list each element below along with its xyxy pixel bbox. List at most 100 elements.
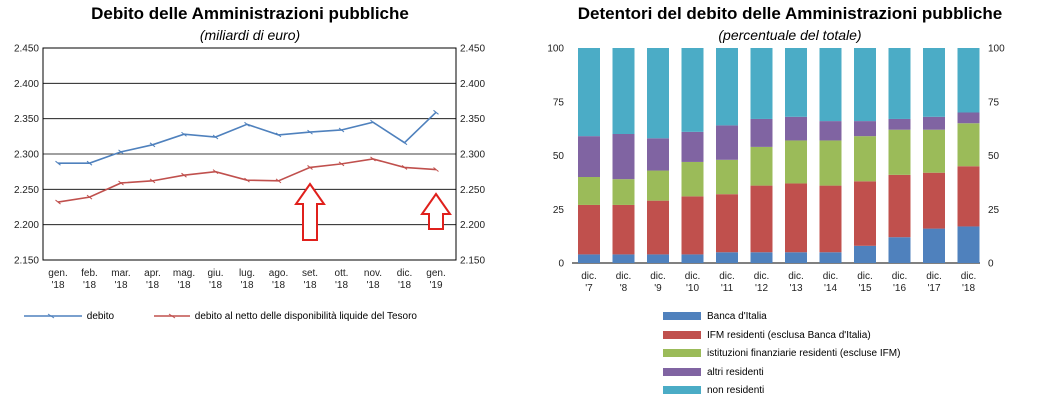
data-point bbox=[212, 169, 219, 175]
legend-swatch bbox=[663, 330, 701, 339]
bar-segment bbox=[578, 177, 600, 205]
data-point bbox=[55, 199, 61, 205]
bar-segment bbox=[854, 181, 876, 246]
bar-segment bbox=[612, 179, 635, 205]
x-tick-label: '18 bbox=[83, 280, 96, 291]
data-point bbox=[181, 172, 187, 178]
data-point bbox=[307, 129, 313, 135]
bar-segment bbox=[819, 121, 842, 141]
x-tick-label: mag. bbox=[173, 268, 195, 279]
bar-segment bbox=[578, 48, 600, 137]
y-tick-label-right: 75 bbox=[988, 97, 1000, 108]
bar-segment bbox=[681, 131, 704, 162]
x-tick-label: dic. bbox=[754, 271, 770, 282]
x-tick-label: '16 bbox=[893, 283, 906, 294]
x-tick-label: '18 bbox=[303, 280, 316, 291]
bar-segment bbox=[957, 123, 980, 167]
y-tick-label-right: 0 bbox=[988, 259, 994, 270]
y-tick-label-left: 0 bbox=[558, 259, 564, 270]
x-tick-label: mar. bbox=[111, 268, 130, 279]
x-tick-label: dic. bbox=[397, 268, 413, 279]
data-point bbox=[370, 156, 376, 162]
left-chart-subtitle: (miliardi di euro) bbox=[199, 27, 301, 43]
bar-segment bbox=[888, 48, 911, 119]
x-tick-label: '18 bbox=[398, 280, 411, 291]
data-point bbox=[86, 194, 93, 200]
data-point bbox=[244, 121, 250, 127]
y-tick-label-left: 2.450 bbox=[14, 44, 39, 55]
bar-segment bbox=[578, 204, 600, 255]
x-tick-label: dic. bbox=[719, 271, 735, 282]
bar-segment bbox=[612, 48, 635, 134]
x-tick-label: dic. bbox=[685, 271, 701, 282]
y-tick-label-right: 2.350 bbox=[460, 114, 485, 125]
legend-label-debito: debito bbox=[86, 311, 115, 322]
y-tick-label-left: 2.250 bbox=[14, 185, 39, 196]
data-point bbox=[149, 178, 156, 184]
data-point bbox=[275, 178, 282, 184]
bar-segment bbox=[681, 196, 704, 255]
x-tick-label: '17 bbox=[927, 283, 940, 294]
legend-item: non residenti bbox=[663, 382, 900, 401]
x-tick-label: '19 bbox=[429, 280, 442, 291]
data-point bbox=[275, 132, 282, 138]
bar-segment bbox=[819, 48, 842, 122]
data-point bbox=[370, 119, 376, 125]
bar-segment bbox=[819, 185, 842, 253]
x-tick-label: '18 bbox=[51, 280, 64, 291]
data-point bbox=[401, 140, 408, 146]
data-point bbox=[118, 180, 124, 186]
x-tick-label: '10 bbox=[686, 283, 699, 294]
data-point bbox=[149, 142, 156, 148]
y-tick-label-left: 2.300 bbox=[14, 150, 39, 161]
bar-segment bbox=[681, 161, 704, 197]
x-tick-label: gen. bbox=[426, 268, 445, 279]
bar-segment bbox=[647, 254, 669, 263]
legend-label: IFM residenti (esclusa Banca d'Italia) bbox=[707, 329, 871, 341]
legend-item: IFM residenti (esclusa Banca d'Italia) bbox=[663, 327, 900, 346]
data-point bbox=[433, 167, 439, 172]
data-point bbox=[433, 109, 439, 115]
y-tick-label-right: 2.250 bbox=[460, 185, 485, 196]
legend-item: istituzioni finanziarie residenti (esclu… bbox=[663, 345, 900, 364]
y-tick-label-left: 2.200 bbox=[14, 220, 39, 231]
bar-segment bbox=[957, 166, 980, 227]
y-tick-label-right: 2.400 bbox=[460, 79, 485, 90]
x-tick-label: apr. bbox=[144, 268, 161, 279]
x-tick-label: '18 bbox=[146, 280, 159, 291]
y-tick-label-left: 25 bbox=[553, 205, 565, 216]
x-tick-label: '18 bbox=[209, 280, 222, 291]
right-chart-title: Detentori del debito delle Amministrazio… bbox=[577, 4, 1003, 23]
bar-segment bbox=[750, 146, 773, 186]
y-tick-label-right: 2.450 bbox=[460, 44, 485, 55]
bar-segment bbox=[923, 116, 945, 130]
x-tick-label: '13 bbox=[789, 283, 802, 294]
legend-item-debito-netto: debito al netto delle disponibilità liqu… bbox=[152, 311, 417, 322]
bar-segment bbox=[716, 252, 738, 263]
bar-segment bbox=[785, 116, 807, 141]
x-tick-label: '18 bbox=[272, 280, 285, 291]
bar-segment bbox=[716, 48, 738, 126]
x-tick-label: dic. bbox=[823, 271, 839, 282]
bar-segment bbox=[888, 118, 911, 130]
x-tick-label: dic. bbox=[616, 271, 632, 282]
bar-segment bbox=[716, 125, 738, 160]
bar-segment bbox=[612, 134, 635, 180]
legend-swatch bbox=[663, 312, 701, 321]
bar-segment bbox=[681, 48, 704, 132]
legend-item: altri residenti bbox=[663, 364, 900, 383]
x-tick-label: dic. bbox=[892, 271, 908, 282]
y-tick-label-left: 2.350 bbox=[14, 114, 39, 125]
bar-segment bbox=[923, 48, 945, 117]
line-chart: 2.150 2.150 2.200 2.200 2.250 2.250 2.300 2.300… bbox=[14, 44, 485, 292]
data-point bbox=[401, 165, 408, 170]
x-tick-label: dic. bbox=[581, 271, 597, 282]
x-tick-label: dic. bbox=[961, 271, 977, 282]
right-chart-legend: Banca d'Italia IFM residenti (esclusa Ban… bbox=[663, 308, 900, 401]
data-point bbox=[338, 161, 345, 167]
y-tick-label-right: 50 bbox=[988, 151, 1000, 162]
bar-segment bbox=[750, 252, 773, 263]
x-tick-label: '7 bbox=[585, 283, 593, 294]
bar-segment bbox=[716, 194, 738, 253]
